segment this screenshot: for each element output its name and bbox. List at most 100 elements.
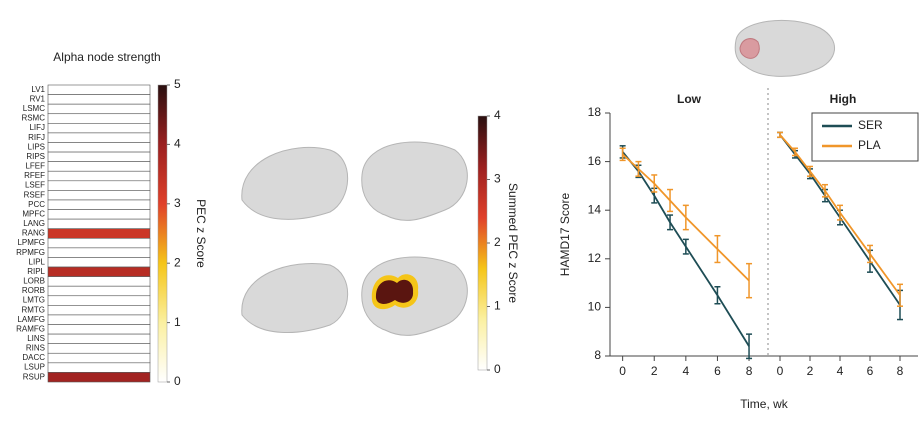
error-bar (651, 174, 658, 193)
node-label: RSEF (24, 190, 45, 199)
y-tick-label: 16 (588, 154, 602, 168)
node-cell (47, 151, 151, 162)
error-bar (667, 188, 674, 213)
error-bar (837, 204, 843, 221)
error-bar (635, 160, 642, 177)
node-label: LORB (23, 277, 45, 286)
node-cell (47, 276, 151, 287)
x-tick-label: 8 (746, 364, 753, 378)
node-cell (47, 209, 151, 220)
colorbar-tick-label: 4 (494, 108, 501, 122)
node-cell (47, 94, 151, 105)
y-tick-label: 12 (588, 251, 602, 265)
node-label: RSMC (21, 114, 45, 123)
node-cell (47, 247, 151, 258)
node-label: RFEF (24, 171, 45, 180)
node-label: PCC (28, 200, 45, 209)
node-cell (47, 170, 151, 182)
node-label: RPMFG (16, 248, 45, 257)
node-label: RV1 (30, 94, 46, 103)
node-cell (47, 180, 151, 191)
x-tick-label: 2 (651, 364, 658, 378)
error-bar (682, 238, 689, 255)
y-tick-label: 14 (588, 202, 602, 216)
node-label: LFEF (25, 162, 45, 171)
node-label: RIFJ (28, 133, 45, 142)
node-cell (47, 142, 151, 153)
node-label: RSUP (23, 372, 45, 381)
node-label: LSEF (25, 181, 45, 190)
error-bar (822, 183, 828, 198)
node-label: RORB (22, 286, 45, 295)
colorbar-tick-label: 1 (494, 299, 501, 313)
x-tick-label: 6 (867, 364, 874, 378)
legend-box (811, 112, 919, 162)
colorbar-tick-label: 0 (494, 362, 501, 376)
node-label: RINS (26, 344, 45, 353)
x-tick-label: 8 (897, 364, 904, 378)
activation-blob (371, 38, 760, 310)
node-label: RIPL (27, 267, 45, 276)
legend-label: PLA (858, 138, 881, 152)
node-label: RANG (22, 229, 45, 238)
colorbar-label: PEC z Score (194, 199, 208, 268)
x-tick-label: 2 (807, 364, 814, 378)
node-cell (47, 372, 151, 383)
node-cell (47, 103, 151, 115)
error-bar (619, 147, 626, 162)
legend-label: SER (858, 118, 883, 132)
node-label: LPMFG (17, 238, 45, 247)
x-tick-label: 4 (682, 364, 689, 378)
x-tick-label: 0 (777, 364, 784, 378)
node-cell (47, 362, 151, 373)
node-cell (47, 190, 151, 201)
node-cell (47, 228, 151, 239)
node-cell (47, 333, 151, 344)
node-label: LSUP (24, 363, 45, 372)
node-cell (47, 352, 151, 364)
node-label: LIFJ (29, 123, 45, 132)
error-bar (714, 234, 721, 264)
error-bar (777, 131, 783, 139)
error-bar (746, 262, 753, 299)
y-tick-label: 10 (588, 300, 602, 314)
error-bar (897, 283, 903, 307)
error-bar (867, 244, 873, 264)
node-label: LIPL (29, 257, 46, 266)
node-cell (47, 113, 151, 124)
node-cell (47, 314, 151, 325)
node-label: LINS (27, 334, 45, 343)
node-cell (47, 123, 151, 134)
error-bar (746, 333, 753, 360)
node-label: LSMC (23, 104, 45, 113)
error-bar (714, 285, 721, 305)
node-cell (47, 266, 151, 277)
x-tick-label: 6 (714, 364, 721, 378)
x-tick-label: 0 (619, 364, 626, 378)
brain-images (241, 19, 836, 336)
error-bar (667, 214, 674, 231)
colorbar-tick-label: 3 (494, 172, 501, 186)
node-cell (47, 161, 151, 172)
colorbar-label: Summed PEC z Score (506, 183, 520, 303)
colorbar (157, 84, 168, 383)
colorbar-tick-label: 5 (174, 77, 181, 91)
node-label: DACC (22, 353, 45, 362)
y-tick-label: 8 (594, 348, 601, 362)
node-label: MPFC (22, 209, 45, 218)
error-bar (807, 165, 813, 177)
y-tick-label: 18 (588, 105, 602, 119)
colorbar-tick-label: 2 (174, 255, 181, 269)
node-cell (47, 324, 151, 335)
node-cell (47, 257, 151, 268)
node-cell (47, 84, 151, 95)
y-axis-label: HAMD17 Score (558, 193, 572, 277)
node-label: LANG (23, 219, 45, 228)
colorbar-tick-label: 3 (174, 196, 181, 210)
chart-title: Alpha node strength (53, 50, 160, 64)
node-cell (47, 295, 151, 306)
error-bar (792, 147, 798, 157)
colorbar-tick-label: 2 (494, 235, 501, 249)
colorbar-tick-label: 4 (174, 137, 181, 151)
